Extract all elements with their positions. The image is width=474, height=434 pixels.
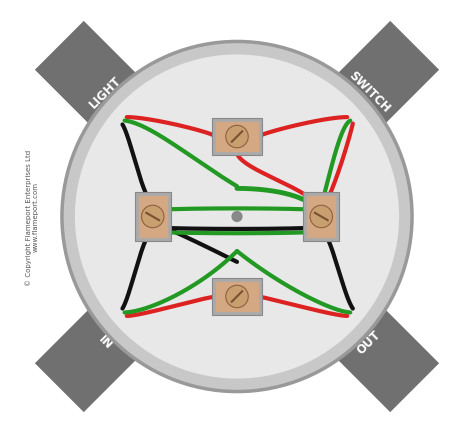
Text: LIGHT: LIGHT [87, 73, 124, 111]
Bar [303, 192, 339, 242]
Bar [318, 209, 324, 221]
Bar [135, 192, 171, 242]
Bar [215, 282, 259, 312]
Bar [137, 195, 168, 239]
Circle shape [75, 55, 399, 379]
Bar [215, 122, 259, 152]
Bar [299, 22, 439, 162]
Bar [35, 272, 175, 412]
Circle shape [226, 286, 248, 308]
Circle shape [231, 211, 243, 223]
Text: © Copyright Flameport Enterprises Ltd
www.flameport.com: © Copyright Flameport Enterprises Ltd ww… [25, 149, 38, 285]
Bar [35, 22, 175, 162]
Bar [212, 279, 262, 315]
Bar [299, 272, 439, 412]
Circle shape [310, 206, 333, 228]
Circle shape [62, 43, 412, 391]
Circle shape [141, 206, 164, 228]
Text: OUT: OUT [355, 328, 383, 356]
Circle shape [226, 126, 248, 148]
Text: IN: IN [95, 332, 115, 352]
Bar [306, 195, 337, 239]
Bar [212, 119, 262, 155]
Text: SWITCH: SWITCH [346, 69, 392, 115]
Bar [246, 134, 258, 140]
